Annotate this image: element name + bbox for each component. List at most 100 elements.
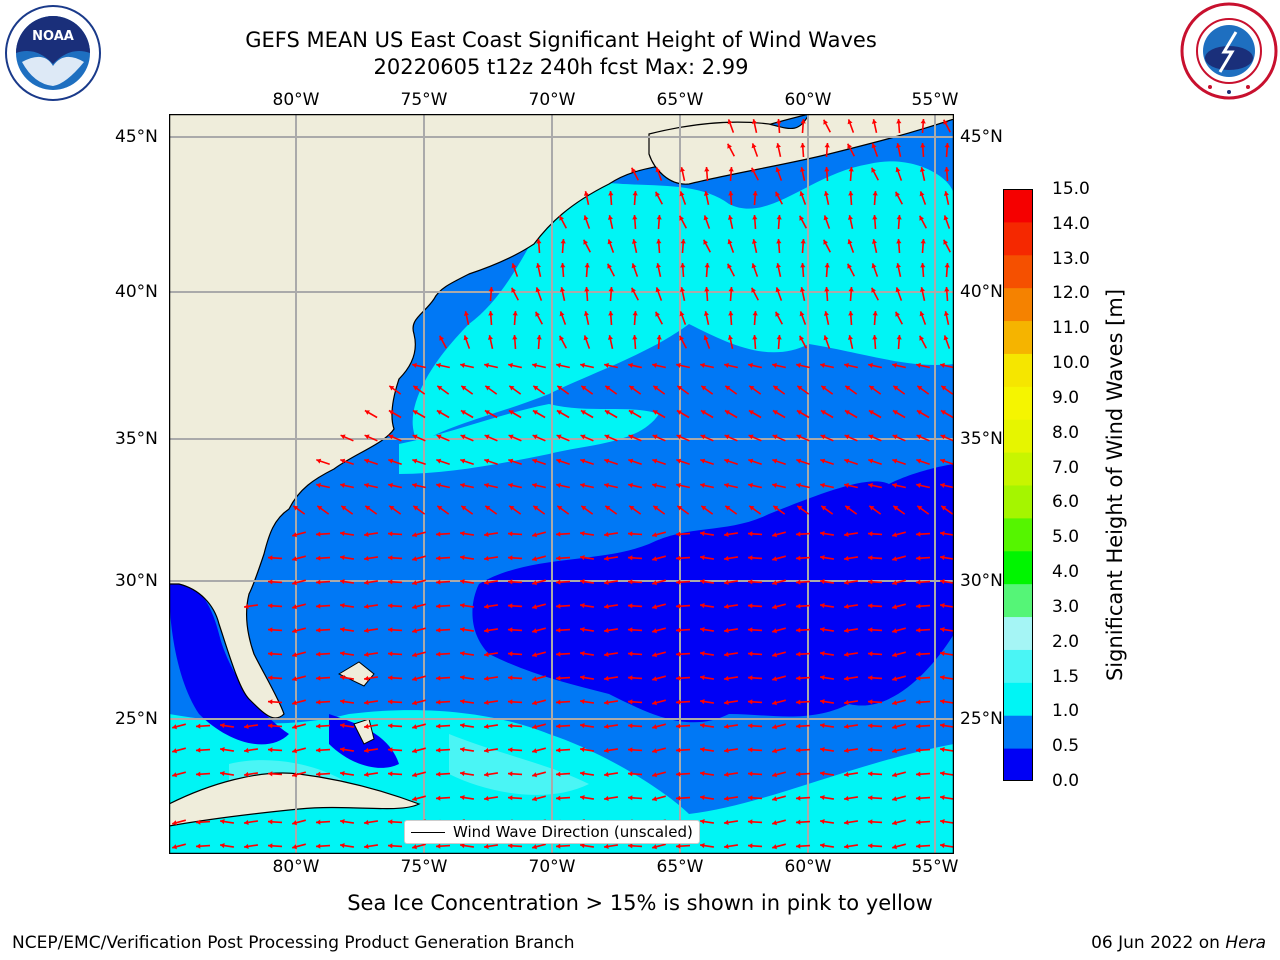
wave-arrow-head xyxy=(559,287,565,292)
wave-arrow-head xyxy=(556,482,561,488)
wave-arrow-head xyxy=(292,604,297,610)
wave-arrow-head xyxy=(556,458,562,464)
wave-arrow-head xyxy=(484,651,489,657)
legend-line-icon xyxy=(411,831,445,833)
wave-arrow-head xyxy=(800,239,806,244)
wave-arrow-head xyxy=(676,482,681,488)
wave-arrow-head xyxy=(700,579,705,585)
wave-arrow-head xyxy=(724,723,729,729)
wave-arrow-head xyxy=(604,362,609,368)
lon-label: 60°W xyxy=(784,90,832,110)
wave-zone-0-0.5 xyxy=(472,464,954,723)
wave-arrow-head xyxy=(655,287,661,293)
wave-arrow-head xyxy=(848,311,854,316)
land-bahamas xyxy=(353,718,375,745)
wave-arrow-head xyxy=(872,191,878,196)
wave-arrow-head xyxy=(844,747,849,753)
wave-arrow-head xyxy=(316,699,321,705)
wave-arrow-head xyxy=(820,482,825,488)
lat-label: 35°N xyxy=(115,429,158,449)
wave-arrow-head xyxy=(292,556,297,562)
wave-arrow-head xyxy=(244,771,249,777)
wave-arrow-head xyxy=(944,143,950,148)
colorbar-tick-label: 11.0 xyxy=(1052,318,1090,339)
wave-arrow-head xyxy=(436,843,441,849)
wave-arrow-head xyxy=(535,263,541,268)
wave-arrow-head xyxy=(532,556,537,562)
wave-arrow-head xyxy=(700,603,705,609)
wave-arrow-head xyxy=(628,699,633,705)
wave-arrow-head xyxy=(484,555,489,561)
wave-arrow-head xyxy=(532,362,537,368)
wave-arrow-head xyxy=(844,699,849,705)
wave-arrow-head xyxy=(508,410,514,415)
wave-arrow-head xyxy=(796,723,801,729)
wave-arrow-head xyxy=(484,795,489,801)
wave-arrow-head xyxy=(268,651,273,657)
wave-arrow-head xyxy=(631,287,636,293)
lon-label: 70°W xyxy=(528,90,576,110)
wave-arrow-head xyxy=(799,335,804,341)
wave-arrow-head xyxy=(943,311,949,316)
chart-subtitle: 20220605 t12z 240h fcst Max: 2.99 xyxy=(373,55,749,79)
wave-arrow-head xyxy=(488,311,494,316)
wave-arrow-head xyxy=(821,505,827,511)
wave-arrow-head xyxy=(436,675,441,681)
wave-zone-1.5-2 xyxy=(449,734,589,795)
wave-arrow-head xyxy=(292,844,297,850)
wave-arrow-head xyxy=(748,795,753,801)
wave-arrow-head xyxy=(679,191,685,197)
wave-arrow-head xyxy=(436,603,441,609)
wave-arrow-head xyxy=(557,385,563,391)
wave-arrow-head xyxy=(292,652,297,658)
wave-arrow-head xyxy=(508,555,513,561)
wave-arrow-head xyxy=(724,531,729,537)
wave-arrow-head xyxy=(893,505,899,511)
wave-arrow-head xyxy=(605,505,611,511)
wave-arrow-head xyxy=(484,531,489,537)
wave-arrow-head xyxy=(796,771,801,777)
wave-arrow-head xyxy=(340,843,345,849)
wave-arrow-head xyxy=(412,652,417,658)
wave-arrow-head xyxy=(848,167,854,172)
wave-arrow-head xyxy=(364,651,369,657)
wave-arrow-head xyxy=(533,385,539,391)
wave-arrow-head xyxy=(244,843,249,849)
wave-arrow-head xyxy=(652,434,658,440)
wave-arrow-head xyxy=(749,505,755,511)
wave-arrow-head xyxy=(772,628,777,634)
wave-arrow-head xyxy=(364,555,369,561)
wave-arrow-head xyxy=(316,627,321,633)
wave-arrow-head xyxy=(748,699,753,705)
wave-arrow-head xyxy=(892,532,897,538)
wave-arrow-head xyxy=(484,747,489,753)
wave-arrow-head xyxy=(724,747,729,753)
wave-arrow-head xyxy=(796,699,801,705)
wave-arrow-head xyxy=(820,531,825,537)
wave-arrow-head xyxy=(919,311,925,317)
colorbar-tick-label: 0.5 xyxy=(1052,736,1080,757)
wave-arrow-head xyxy=(316,458,322,464)
wave-arrow-head xyxy=(580,579,585,585)
wave-arrow-head xyxy=(700,771,705,777)
wave-arrow-head xyxy=(556,771,561,777)
wave-arrow-head xyxy=(364,699,369,705)
wave-arrow-head xyxy=(196,819,201,825)
wave-arrow-head xyxy=(388,603,393,609)
wave-arrow-head xyxy=(508,603,513,609)
wave-arrow-head xyxy=(632,191,638,196)
colorbar-cell xyxy=(1003,485,1033,519)
colorbar-tick-label: 4.0 xyxy=(1052,562,1080,583)
wave-arrow-head xyxy=(868,651,873,657)
wave-arrow-head xyxy=(580,843,585,849)
wave-arrow-head xyxy=(892,748,897,754)
wave-arrow-head xyxy=(364,771,369,777)
wave-arrow-head xyxy=(559,215,564,221)
wave-arrow-head xyxy=(869,505,875,511)
wave-arrow-head xyxy=(583,335,589,341)
wave-arrow-head xyxy=(727,335,733,340)
wave-arrow-head xyxy=(748,362,753,368)
wave-arrow-head xyxy=(941,505,947,511)
wave-arrow-head xyxy=(728,287,734,292)
wave-arrow-head xyxy=(871,239,877,244)
